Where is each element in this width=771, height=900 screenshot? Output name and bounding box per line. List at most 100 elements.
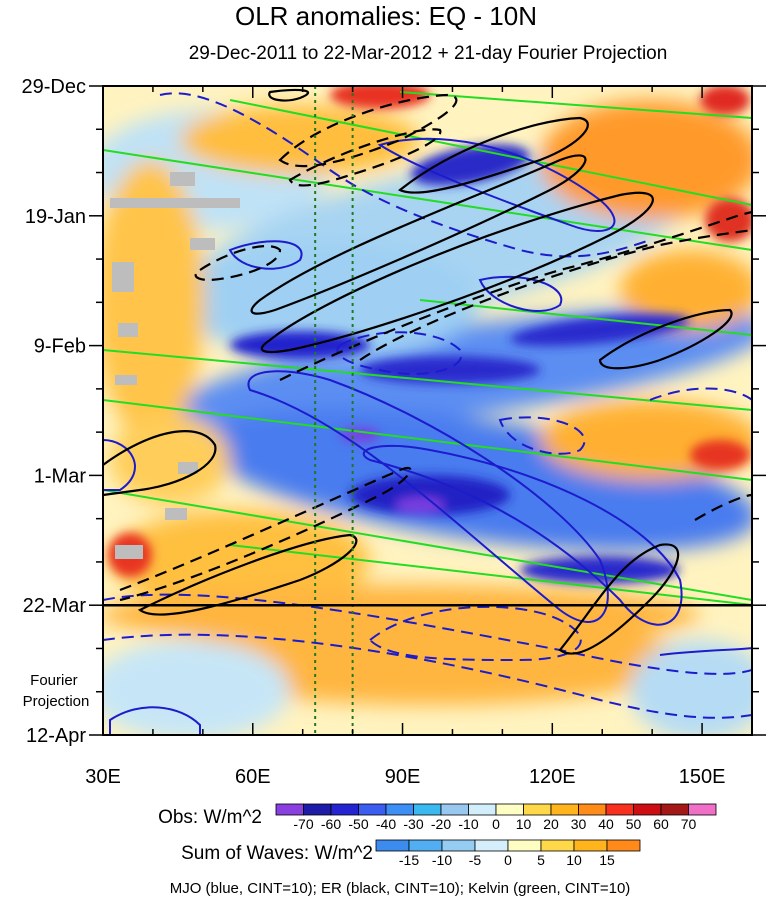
mjo-contour-positive bbox=[103, 439, 136, 491]
colorbar-label: 40 bbox=[598, 816, 614, 832]
y-tick-labels: 29-Dec 19-Jan 9-Feb 1-Mar 22-Mar 12-Apr bbox=[22, 76, 87, 747]
plot-area bbox=[103, 86, 752, 735]
mjo-contour-positive bbox=[109, 706, 201, 735]
mjo-contour-positive bbox=[247, 370, 609, 623]
obs-orange-patch bbox=[540, 100, 752, 220]
obs-deep-blue-core bbox=[360, 356, 540, 384]
reference-lines bbox=[314, 86, 354, 735]
kelvin-contour bbox=[103, 149, 752, 251]
colorbar-label: 50 bbox=[626, 816, 642, 832]
projection-label: Fourier Projection bbox=[23, 672, 90, 710]
obs-legend-label: Obs: W/m^2 bbox=[158, 807, 262, 828]
x-tick-label: 120E bbox=[529, 766, 576, 788]
obs-purple-core bbox=[340, 428, 380, 442]
y-tick-label: 22-Mar bbox=[23, 595, 87, 617]
colorbar-swatch bbox=[468, 803, 497, 816]
colorbar-swatch bbox=[408, 839, 443, 852]
obs-colorbar bbox=[275, 803, 717, 816]
colorbar-swatch bbox=[606, 839, 641, 852]
kelvin-contours bbox=[103, 91, 752, 606]
colorbar-label: 0 bbox=[492, 816, 500, 832]
colorbar-label: 5 bbox=[537, 852, 545, 868]
y-tick-label: 19-Jan bbox=[25, 206, 86, 228]
colorbar-swatch bbox=[441, 839, 476, 852]
kelvin-contour bbox=[419, 299, 752, 336]
y-tick-label: 1-Mar bbox=[34, 465, 87, 487]
colorbar-label: -30 bbox=[403, 816, 423, 832]
obs-deep-blue-core bbox=[510, 314, 690, 346]
missing-data-cell bbox=[118, 323, 138, 337]
colorbar-swatch bbox=[413, 803, 442, 816]
obs-orange-patch bbox=[110, 510, 370, 610]
obs-deep-blue-core bbox=[350, 475, 510, 515]
missing-data-cell bbox=[178, 462, 198, 474]
colorbar-swatch bbox=[660, 803, 689, 816]
er-contour-negative bbox=[279, 210, 752, 381]
colorbar-swatch bbox=[605, 803, 634, 816]
mjo-contour-negative bbox=[103, 593, 752, 675]
er-contour-positive bbox=[558, 543, 680, 655]
colorbar-swatch bbox=[495, 803, 524, 816]
colorbar-label: 10 bbox=[516, 816, 532, 832]
colorbar-label: 60 bbox=[653, 816, 669, 832]
projection-light-blue-patch bbox=[630, 640, 752, 735]
colorbar-label: -5 bbox=[469, 852, 482, 868]
plot-frame bbox=[102, 85, 753, 736]
er-contour-negative bbox=[694, 493, 752, 521]
missing-data-cell bbox=[170, 172, 195, 186]
er-contour-positive bbox=[250, 154, 587, 315]
colorbar-swatch bbox=[578, 803, 607, 816]
kelvin-contour bbox=[103, 489, 752, 601]
projection-light-blue-patch bbox=[103, 640, 290, 735]
waves-colorbar bbox=[375, 839, 641, 852]
obs-red-core bbox=[690, 440, 750, 470]
colorbar-label: -10 bbox=[432, 852, 452, 868]
x-tick-label: 150E bbox=[679, 766, 726, 788]
er-contour-negative bbox=[194, 245, 282, 282]
er-contour-negative bbox=[359, 228, 752, 361]
colorbar-label: 10 bbox=[566, 852, 582, 868]
kelvin-contour bbox=[229, 544, 752, 606]
er-contour-positive bbox=[268, 88, 309, 102]
colorbar-swatch bbox=[330, 803, 359, 816]
colorbar-swatch bbox=[573, 839, 608, 852]
colorbar-label: 70 bbox=[681, 816, 697, 832]
mjo-contours-negative bbox=[103, 92, 752, 719]
er-contour-positive bbox=[103, 430, 217, 497]
colorbar-swatch bbox=[303, 803, 332, 816]
colorbar-swatch bbox=[440, 803, 469, 816]
colorbar-label: -15 bbox=[399, 852, 419, 868]
mjo-contour-negative bbox=[368, 605, 582, 662]
er-contour-positive bbox=[260, 191, 654, 354]
colorbar-swatch bbox=[550, 803, 579, 816]
colorbar-swatch bbox=[633, 803, 662, 816]
colorbar-swatch bbox=[275, 803, 304, 816]
er-contour-positive bbox=[397, 116, 589, 194]
missing-data-cell bbox=[115, 375, 137, 385]
x-tick-label: 60E bbox=[235, 766, 271, 788]
obs-colorbar-labels: -70 -60 -50 -40 -30 -20 -10 0 10 20 30 40 50 60 70 bbox=[293, 816, 696, 832]
colorbar-label: -10 bbox=[458, 816, 478, 832]
colorbar-swatch bbox=[385, 803, 414, 816]
mjo-contour-positive bbox=[362, 444, 683, 626]
colorbar-label: -70 bbox=[293, 816, 313, 832]
obs-purple-core bbox=[395, 497, 445, 513]
chart-title: OLR anomalies: EQ - 10N bbox=[235, 1, 537, 31]
mjo-contours bbox=[103, 137, 752, 735]
colorbar-label: -20 bbox=[431, 816, 451, 832]
missing-data-cells bbox=[110, 172, 240, 559]
obs-red-core bbox=[700, 86, 750, 115]
kelvin-contour bbox=[103, 399, 752, 481]
projection-label-line-1: Fourier bbox=[30, 672, 78, 689]
x-tick-labels: 30E 60E 90E 120E 150E bbox=[85, 766, 725, 788]
colorbar-label: 15 bbox=[599, 852, 615, 868]
y-tick-label: 29-Dec bbox=[22, 76, 86, 98]
colorbar-label: -50 bbox=[348, 816, 368, 832]
kelvin-contour bbox=[399, 91, 752, 119]
colorbar-swatch bbox=[523, 803, 552, 816]
mjo-contour-positive bbox=[228, 240, 303, 270]
colorbar-label: -60 bbox=[321, 816, 341, 832]
missing-data-cell bbox=[115, 545, 143, 559]
obs-orange-patch bbox=[103, 160, 205, 440]
obs-orange-patch bbox=[180, 105, 420, 175]
